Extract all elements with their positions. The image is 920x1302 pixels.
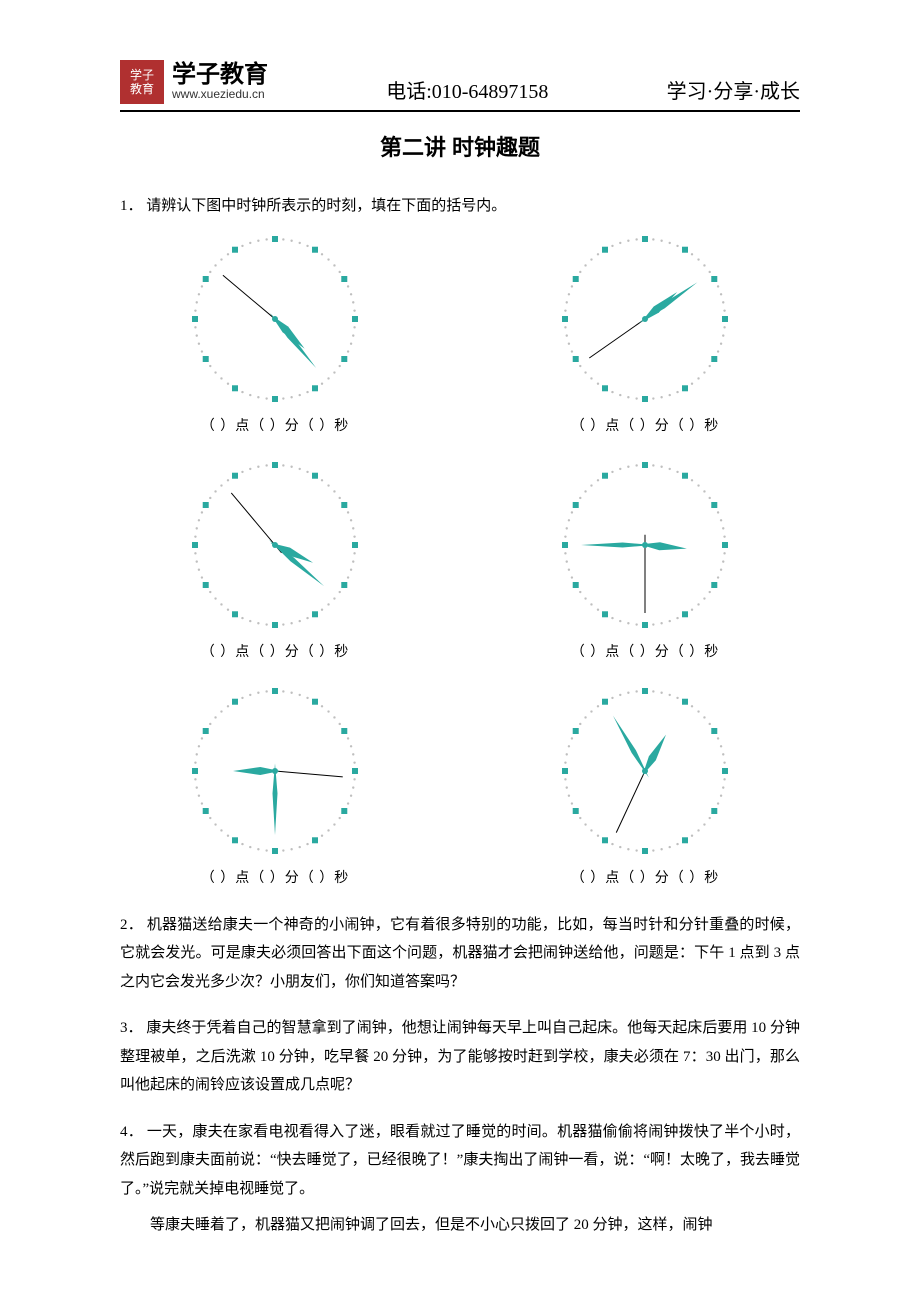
q4-p2: 等康夫睡着了，机器猫又把闹钟调了回去，但是不小心只拨回了 20 分钟，这样，闹钟 (120, 1211, 800, 1240)
page: 学子 教育 学子教育 www.xueziedu.cn 电话:010-648971… (0, 0, 920, 1298)
clock-cell: （ ）点（ ）分（ ）秒 (120, 229, 430, 435)
clock-3 (185, 455, 365, 635)
q4-p1: 4． 一天，康夫在家看电视看得入了迷，眼看就过了睡觉的时间。机器猫偷偷将闹钟拨快… (120, 1118, 800, 1204)
clock-cell: （ ）点（ ）分（ ）秒 (120, 681, 430, 887)
brand-url: www.xueziedu.cn (172, 87, 268, 101)
clock-cell: （ ）点（ ）分（ ）秒 (490, 455, 800, 661)
lesson-title: 第二讲 时钟趣题 (120, 130, 800, 162)
clock-caption: （ ）点（ ）分（ ）秒 (201, 415, 350, 435)
clock-caption: （ ）点（ ）分（ ）秒 (201, 867, 350, 887)
page-header: 学子 教育 学子教育 www.xueziedu.cn 电话:010-648971… (120, 60, 800, 112)
brand-block: 学子教育 www.xueziedu.cn (172, 63, 268, 101)
clock-1 (185, 229, 365, 409)
clock-cell: （ ）点（ ）分（ ）秒 (490, 229, 800, 435)
logo-line2: 教育 (130, 82, 154, 96)
brand-name: 学子教育 (172, 63, 268, 87)
clock-caption: （ ）点（ ）分（ ）秒 (571, 641, 720, 661)
slogan: 学习·分享·成长 (667, 75, 800, 104)
clock-grid: （ ）点（ ）分（ ）秒 （ ）点（ ）分（ ）秒 （ ）点（ ）分（ ）秒 （ ）点… (120, 229, 800, 887)
phone-number: 电话:010-64897158 (386, 75, 548, 104)
clock-cell: （ ）点（ ）分（ ）秒 (120, 455, 430, 661)
clock-4 (555, 455, 735, 635)
clock-caption: （ ）点（ ）分（ ）秒 (571, 867, 720, 887)
q3-text: 3． 康夫终于凭着自己的智慧拿到了闹钟，他想让闹钟每天早上叫自己起床。他每天起床… (120, 1014, 800, 1100)
q1-intro: 1． 请辨认下图中时钟所表示的时刻，填在下面的括号内。 (120, 192, 800, 221)
clock-cell: （ ）点（ ）分（ ）秒 (490, 681, 800, 887)
logo-line1: 学子 (130, 68, 154, 82)
header-left: 学子 教育 学子教育 www.xueziedu.cn (120, 60, 268, 104)
clock-caption: （ ）点（ ）分（ ）秒 (201, 641, 350, 661)
clock-6 (555, 681, 735, 861)
q2-text: 2． 机器猫送给康夫一个神奇的小闹钟，它有着很多特别的功能，比如，每当时针和分针… (120, 911, 800, 997)
clock-2 (555, 229, 735, 409)
clock-caption: （ ）点（ ）分（ ）秒 (571, 415, 720, 435)
clock-5 (185, 681, 365, 861)
logo-icon: 学子 教育 (120, 60, 164, 104)
